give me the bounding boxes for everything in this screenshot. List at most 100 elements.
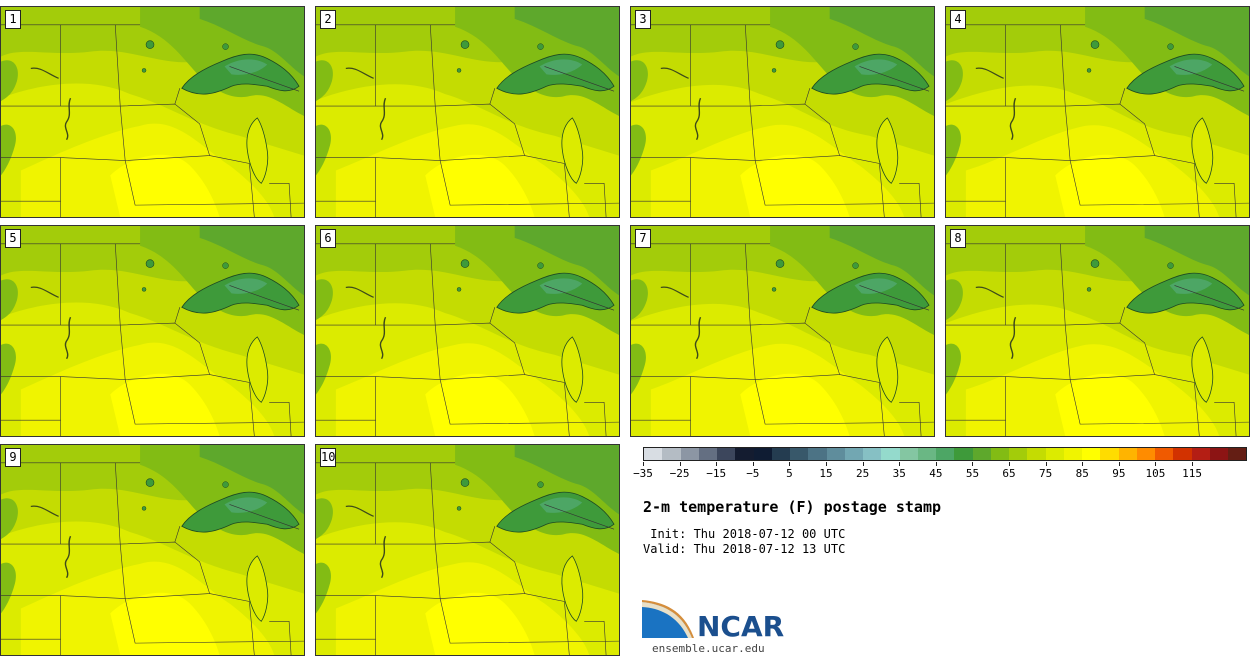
colorbar-swatch bbox=[1100, 448, 1119, 460]
state-border bbox=[839, 155, 885, 217]
colorbar-swatch bbox=[917, 448, 936, 460]
river bbox=[64, 535, 72, 579]
small-lake bbox=[537, 262, 544, 269]
temperature-map bbox=[946, 7, 1249, 217]
hottest-zone bbox=[740, 154, 850, 217]
colorbar-swatch bbox=[753, 448, 772, 460]
colorbar-tick bbox=[789, 462, 791, 466]
hottest-zone bbox=[1055, 154, 1165, 217]
colorbar-tick bbox=[1082, 462, 1084, 466]
colorbar-swatch bbox=[717, 448, 736, 460]
river bbox=[1009, 316, 1017, 360]
state-border bbox=[489, 88, 496, 105]
colorbar-swatch bbox=[881, 448, 900, 460]
state-border bbox=[489, 307, 496, 324]
colorbar-swatch bbox=[1009, 448, 1028, 460]
state-border bbox=[439, 160, 619, 206]
cold-zone bbox=[514, 7, 619, 77]
colorbar-swatch bbox=[863, 448, 882, 460]
state-border bbox=[174, 526, 181, 543]
state-border bbox=[750, 103, 841, 161]
west-cool-patch bbox=[316, 124, 331, 176]
small-lake bbox=[775, 40, 785, 49]
west-cool-patch bbox=[946, 343, 961, 395]
cold-zone bbox=[1144, 7, 1249, 77]
lake-superior-interior bbox=[539, 59, 583, 75]
state-border bbox=[1119, 88, 1126, 105]
member-number-label: 10 bbox=[320, 448, 336, 467]
small-lake bbox=[775, 259, 785, 268]
state-border bbox=[631, 376, 691, 436]
colorbar-tick bbox=[679, 462, 681, 466]
small-lake bbox=[771, 68, 777, 73]
state-border bbox=[316, 595, 376, 655]
ncar-url: ensemble.ucar.edu bbox=[652, 642, 765, 655]
colorbar-swatch bbox=[844, 448, 863, 460]
state-border bbox=[859, 285, 930, 311]
state-border bbox=[209, 374, 255, 436]
lake-superior-interior bbox=[539, 497, 583, 513]
member-number-label: 4 bbox=[950, 10, 966, 29]
state-border bbox=[1005, 106, 1071, 161]
river bbox=[379, 316, 387, 360]
colorbar-swatch bbox=[771, 448, 790, 460]
member-number-label: 1 bbox=[5, 10, 21, 29]
member-number-label: 7 bbox=[635, 229, 651, 248]
state-border bbox=[1154, 155, 1200, 217]
state-border bbox=[174, 88, 181, 105]
hottest-zone bbox=[425, 373, 535, 436]
colorbar-tick-label: 35 bbox=[892, 467, 906, 480]
temperature-map bbox=[631, 226, 934, 436]
cold-zone bbox=[199, 226, 304, 296]
state-border bbox=[584, 183, 607, 217]
hottest-zone bbox=[110, 373, 220, 436]
state-border bbox=[124, 160, 304, 206]
member-number-label: 5 bbox=[5, 229, 21, 248]
colorbar-tick bbox=[899, 462, 901, 466]
ensemble-member-panel: 8 bbox=[945, 225, 1250, 437]
lake-superior-interior bbox=[854, 59, 898, 75]
state-border bbox=[489, 526, 496, 543]
state-border bbox=[209, 593, 255, 655]
river bbox=[660, 286, 689, 298]
river bbox=[975, 286, 1004, 298]
ensemble-member-panel: 7 bbox=[630, 225, 935, 437]
state-border bbox=[124, 379, 304, 425]
state-border bbox=[439, 379, 619, 425]
state-border bbox=[1214, 183, 1237, 217]
river bbox=[30, 67, 59, 79]
state-border bbox=[750, 322, 841, 380]
state-border bbox=[524, 374, 570, 436]
river bbox=[64, 97, 72, 141]
temperature-map bbox=[1, 445, 304, 655]
west-cool-patch bbox=[946, 124, 961, 176]
member-number-label: 9 bbox=[5, 448, 21, 467]
colorbar-swatch bbox=[1209, 448, 1228, 460]
state-border bbox=[1154, 374, 1200, 436]
state-border bbox=[1, 376, 61, 436]
state-border bbox=[1065, 103, 1156, 161]
small-lake bbox=[1090, 40, 1100, 49]
small-lake bbox=[460, 478, 470, 487]
ensemble-member-panel: 2 bbox=[315, 6, 620, 218]
state-border bbox=[804, 307, 811, 324]
state-border bbox=[839, 374, 885, 436]
small-lake bbox=[460, 40, 470, 49]
colorbar-swatch bbox=[644, 448, 663, 460]
ensemble-member-panel: 5 bbox=[0, 225, 305, 437]
colorbar-tick-label: 15 bbox=[819, 467, 833, 480]
colorbar-swatch bbox=[826, 448, 845, 460]
state-border bbox=[1174, 285, 1245, 311]
hottest-zone bbox=[110, 154, 220, 217]
colorbar-tick-label: 105 bbox=[1145, 467, 1166, 480]
state-border bbox=[946, 157, 1006, 217]
state-border bbox=[1, 595, 61, 655]
state-border bbox=[544, 504, 615, 530]
colorbar-tick-label: 75 bbox=[1039, 467, 1053, 480]
colorbar-tick bbox=[1045, 462, 1047, 466]
river bbox=[30, 505, 59, 517]
small-lake bbox=[456, 506, 462, 511]
state-border bbox=[439, 598, 619, 644]
hottest-zone bbox=[425, 592, 535, 655]
river bbox=[64, 316, 72, 360]
